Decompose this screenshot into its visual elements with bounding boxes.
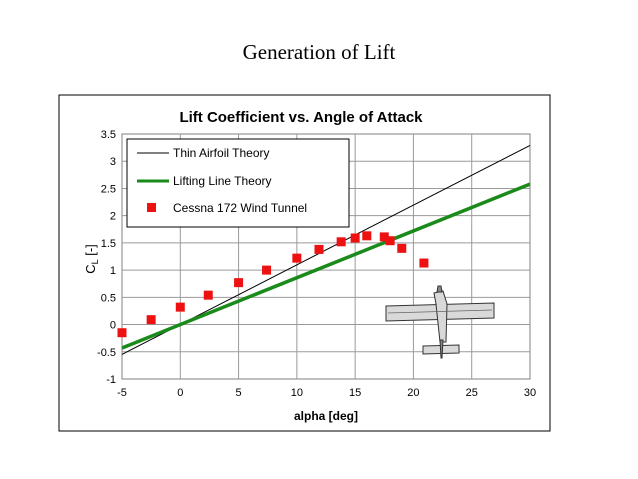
wind-tunnel-point	[419, 258, 429, 268]
x-tick-label: 20	[407, 387, 419, 399]
legend-box	[126, 138, 350, 228]
y-tick-label: 2	[110, 211, 116, 223]
x-axis-label: alpha [deg]	[294, 409, 358, 423]
y-axis-label: CL [-]	[83, 244, 100, 274]
y-tick-label: -0.5	[97, 347, 116, 359]
x-tick-label: 10	[291, 387, 303, 399]
y-tick-labels: -1 -0.5 0 0.5 1 1.5 2 2.5 3 3.5	[97, 129, 116, 386]
legend-label-lifting-line: Lifting Line Theory	[173, 174, 272, 188]
wind-tunnel-point	[292, 253, 302, 263]
y-tick-label: 0	[110, 320, 116, 332]
wind-tunnel-point	[117, 328, 127, 338]
legend-label-wind-tunnel: Cessna 172 Wind Tunnel	[173, 201, 307, 215]
wind-tunnel-point	[146, 315, 156, 325]
y-tick-label: -1	[106, 374, 116, 386]
x-tick-label: 15	[349, 387, 361, 399]
chart-title: Lift Coefficient vs. Angle of Attack	[179, 109, 423, 126]
x-tick-label: 0	[177, 387, 183, 399]
y-axis-label-main: C	[83, 264, 98, 273]
y-tick-label: 1.5	[101, 238, 116, 250]
y-tick-label: 2.5	[101, 183, 116, 195]
y-tick-label: 0.5	[101, 292, 116, 304]
y-axis-label-sub: L	[90, 259, 100, 264]
legend-label-thin-airfoil: Thin Airfoil Theory	[173, 146, 270, 160]
x-tick-label: -5	[117, 387, 127, 399]
x-tick-label: 30	[524, 387, 536, 399]
series-layer	[117, 144, 530, 355]
lifting-line-theory-line	[122, 182, 530, 350]
x-tick-label: 25	[466, 387, 478, 399]
wind-tunnel-point	[175, 302, 185, 312]
x-tick-labels: -5 0 5 10 15 20 25 30	[117, 387, 536, 399]
y-tick-label: 3	[110, 156, 116, 168]
cessna-aircraft-icon	[385, 285, 495, 359]
y-tick-label: 1	[110, 265, 116, 277]
wind-tunnel-point	[362, 231, 372, 241]
wind-tunnel-point	[350, 233, 360, 243]
y-tick-label: 3.5	[101, 129, 116, 141]
slide-title: Generation of Lift	[242, 40, 396, 64]
wind-tunnel-point	[234, 278, 244, 288]
wind-tunnel-point	[336, 237, 346, 247]
legend: Thin Airfoil Theory Lifting Line Theory …	[126, 138, 350, 228]
y-axis-label-unit: [-]	[83, 244, 98, 259]
wind-tunnel-point	[379, 232, 389, 242]
legend-marker-wind-tunnel	[147, 203, 156, 212]
wind-tunnel-point	[397, 243, 407, 253]
x-tick-label: 5	[236, 387, 242, 399]
wind-tunnel-point	[385, 236, 395, 246]
wind-tunnel-point	[262, 265, 272, 275]
wind-tunnel-point	[314, 244, 324, 254]
svg-text:CL [-]: CL [-]	[83, 244, 100, 274]
wind-tunnel-point	[203, 290, 213, 300]
